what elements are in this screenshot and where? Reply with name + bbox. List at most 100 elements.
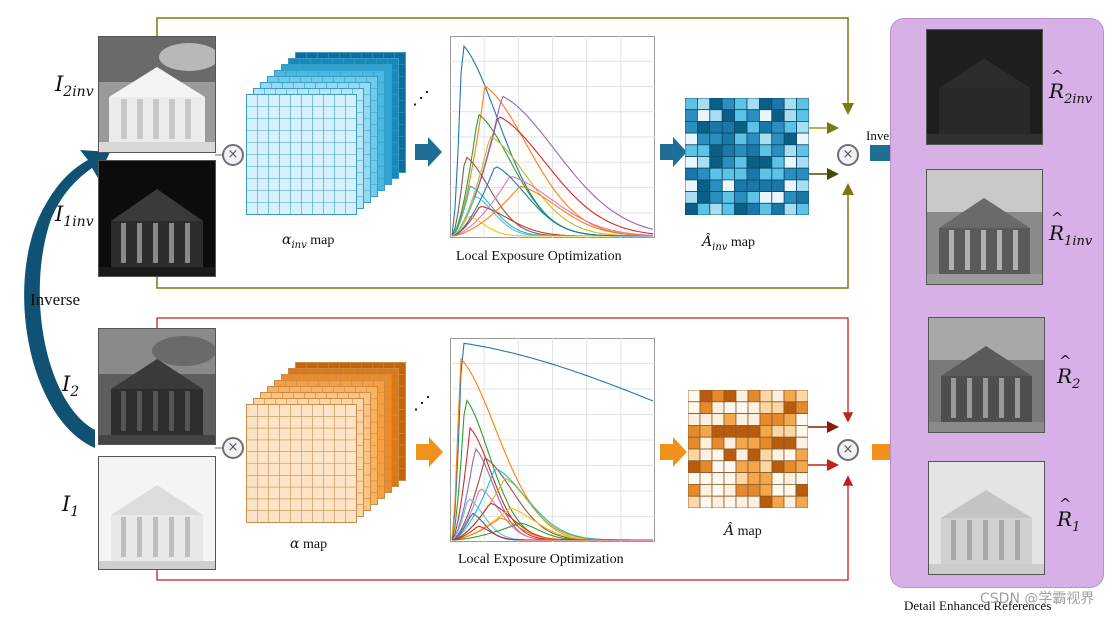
output-image-r2 bbox=[928, 317, 1045, 433]
a-map-cell bbox=[723, 401, 737, 415]
a-inv-map-grid bbox=[685, 98, 809, 215]
a-map-cell bbox=[699, 425, 713, 438]
a-map-cell bbox=[721, 167, 736, 181]
a-map-cell bbox=[685, 179, 698, 193]
exposure-curve bbox=[451, 166, 653, 237]
alpha-map-caption: α map bbox=[290, 536, 328, 552]
inverse-label-left: Inverse bbox=[30, 290, 81, 309]
a-inv-map-caption: Âinv map bbox=[702, 234, 756, 253]
a-map-cell bbox=[711, 448, 725, 462]
a-map-cell bbox=[711, 390, 725, 403]
a-map-cell bbox=[688, 448, 701, 462]
output-image-r2inv bbox=[926, 29, 1043, 145]
a-map-cell bbox=[795, 413, 808, 426]
a-map-cell bbox=[796, 98, 809, 111]
top-bypass-line bbox=[156, 17, 854, 115]
inverse-curve-arrow bbox=[24, 150, 110, 448]
a-map-cell bbox=[771, 179, 785, 193]
output-image-r1 bbox=[928, 461, 1045, 575]
a-map-cell bbox=[747, 436, 761, 450]
ellipsis-top: ⋰ bbox=[412, 88, 430, 108]
a-map-cell bbox=[759, 109, 773, 122]
a-map-cell bbox=[783, 98, 797, 111]
a-map-cell bbox=[699, 472, 713, 485]
a-map-cell bbox=[796, 191, 809, 204]
a-map-cell bbox=[759, 472, 773, 485]
exposure-curve bbox=[451, 95, 654, 237]
a-map-cell bbox=[746, 109, 760, 122]
input-image-i2inv bbox=[98, 36, 216, 153]
exposure-curve bbox=[451, 525, 653, 541]
a-map-cell bbox=[759, 156, 773, 169]
a-map-cell bbox=[795, 484, 808, 497]
a-map-cell bbox=[721, 109, 736, 122]
a-map-cell bbox=[771, 109, 785, 122]
a-map-cell bbox=[735, 495, 749, 508]
a-map-cell bbox=[723, 390, 737, 403]
bottom-arrow-2 bbox=[660, 437, 687, 467]
a-map-cell bbox=[796, 132, 809, 146]
a-map-grid bbox=[688, 390, 808, 508]
bottom-bypass-line bbox=[156, 317, 854, 423]
a-map-cell bbox=[685, 191, 698, 204]
a-map-cell bbox=[759, 98, 773, 111]
a-map-cell bbox=[734, 179, 748, 193]
a-map-cell bbox=[709, 156, 723, 169]
a-map-cell bbox=[723, 413, 737, 426]
a-map-cell bbox=[771, 425, 785, 438]
a-map-cell bbox=[723, 472, 737, 485]
a-map-cell bbox=[723, 460, 737, 474]
a-map-cell bbox=[783, 484, 797, 497]
a-map-cell bbox=[721, 132, 736, 146]
a-map-cell bbox=[688, 460, 701, 474]
a-map-cell bbox=[747, 484, 761, 497]
top-arrow-1 bbox=[415, 137, 442, 167]
a-map-cell bbox=[746, 120, 760, 134]
a-map-cell bbox=[735, 460, 749, 474]
a-map-cell bbox=[734, 202, 748, 215]
exposure-curve bbox=[451, 342, 654, 541]
a-map-cell bbox=[783, 191, 797, 204]
map-layer-front bbox=[246, 404, 357, 523]
a-map-cell bbox=[771, 413, 785, 426]
a-map-cell bbox=[759, 413, 773, 426]
a-map-cell bbox=[721, 202, 736, 215]
a-map-cell bbox=[709, 98, 723, 111]
a-map-cell bbox=[746, 144, 760, 157]
a-map-cell bbox=[734, 156, 748, 169]
a-map-cell bbox=[735, 484, 749, 497]
a-map-cell bbox=[783, 132, 797, 146]
a-map-cell bbox=[723, 425, 737, 438]
a-map-cell bbox=[734, 191, 748, 204]
a-map-cell bbox=[783, 448, 797, 462]
a-map-cell bbox=[734, 132, 748, 146]
a-map-cell bbox=[746, 156, 760, 169]
a-map-cell bbox=[699, 495, 713, 508]
a-map-cell bbox=[747, 460, 761, 474]
top-arrow-2 bbox=[660, 137, 687, 167]
a-map-cell bbox=[685, 202, 698, 215]
a-map-cell bbox=[734, 120, 748, 134]
a-map-cell bbox=[771, 484, 785, 497]
a-map-cell bbox=[685, 156, 698, 169]
a-map-cell bbox=[747, 413, 761, 426]
a-map-cell bbox=[771, 401, 785, 415]
a-map-cell bbox=[783, 179, 797, 193]
a-map-cell bbox=[685, 120, 698, 134]
a-map-cell bbox=[759, 167, 773, 181]
alpha-inv-map-caption: αinv map bbox=[282, 232, 335, 251]
a-map-cell bbox=[723, 495, 737, 508]
a-map-cell bbox=[771, 390, 785, 403]
a-map-cell bbox=[759, 144, 773, 157]
alpha-map-stack bbox=[246, 362, 406, 523]
a-map-cell bbox=[783, 109, 797, 122]
a-map-cell bbox=[759, 202, 773, 215]
input-image-i2 bbox=[98, 328, 216, 445]
a-map-cell bbox=[711, 472, 725, 485]
a-map-cell bbox=[783, 156, 797, 169]
a-map-cell bbox=[711, 495, 725, 508]
a-map-cell bbox=[759, 460, 773, 474]
a-map-cell bbox=[747, 401, 761, 415]
input-image-i1inv bbox=[98, 160, 216, 277]
a-map-cell bbox=[699, 413, 713, 426]
